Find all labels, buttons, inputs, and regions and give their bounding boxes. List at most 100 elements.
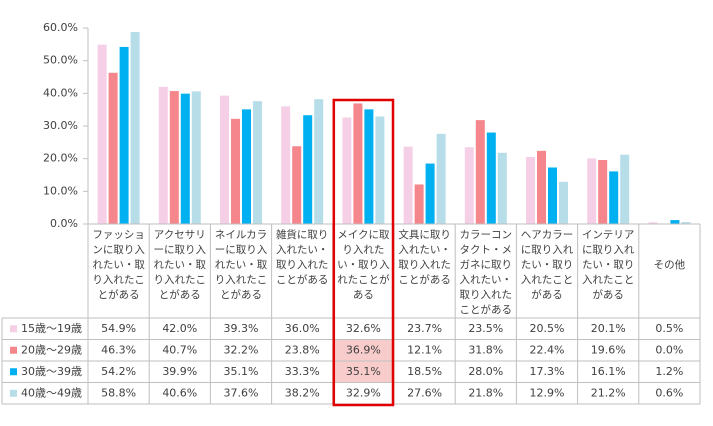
bar xyxy=(342,117,352,224)
category-cell: カラーコンタクト・メガネに取り入れたい・取り入れたことがある xyxy=(459,229,513,316)
bar xyxy=(497,152,507,224)
value-label: 12.9% xyxy=(530,386,565,399)
value-label: 38.2% xyxy=(285,386,320,399)
bar xyxy=(97,44,107,224)
x-tick-label: ヘアカラーに取り入れたい・取り入れたことがある xyxy=(520,229,574,301)
value-label: 16.1% xyxy=(591,365,626,378)
value-label: 18.5% xyxy=(407,365,442,378)
value-label: 1.2% xyxy=(655,365,683,378)
legend-label: 30歳～39歳 xyxy=(21,365,82,378)
value-label: 35.1% xyxy=(224,365,259,378)
bar xyxy=(620,154,630,224)
value-label: 35.1% xyxy=(346,365,381,378)
value-label: 54.9% xyxy=(101,322,136,335)
x-tick-label: インテリアに取り入れたい・取り入れたことがある xyxy=(581,229,635,301)
value-label: 0.6% xyxy=(655,386,683,399)
highlight-cell xyxy=(332,339,394,361)
x-tick-label: ネイルカラーに取り入れたい・取り入れたことがある xyxy=(214,229,268,301)
y-tick-label: 50.0% xyxy=(43,54,78,67)
category-cell: ファッションに取り入れたい・取り入れたことがある xyxy=(92,229,145,301)
y-tick-label: 40.0% xyxy=(43,86,78,99)
legend-swatch xyxy=(10,389,17,397)
bar xyxy=(220,95,229,225)
bar xyxy=(180,93,190,224)
category-cell: インテリアに取り入れたい・取り入れたことがある xyxy=(581,229,635,301)
bar xyxy=(598,159,608,224)
bar xyxy=(253,101,262,224)
legend-swatch xyxy=(10,325,17,333)
value-label: 23.8% xyxy=(285,343,320,356)
bar xyxy=(464,147,474,224)
x-tick-label: アクセサリーに取り入れたい・取り入れたことがある xyxy=(153,229,207,301)
highlight-cell xyxy=(332,361,394,383)
value-label: 12.1% xyxy=(407,343,442,356)
value-label: 40.7% xyxy=(162,343,197,356)
y-tick-label: 60.0% xyxy=(43,21,78,34)
bar xyxy=(587,158,597,224)
value-label: 22.4% xyxy=(530,343,565,356)
bar xyxy=(130,31,140,225)
y-tick-label: 0.0% xyxy=(50,217,78,230)
bar xyxy=(475,120,485,224)
bar xyxy=(559,181,568,224)
x-tick-label: 雑貨に取り入れたい・取り入れたことがある xyxy=(275,229,329,286)
category-cell: メイクに取り入れたい・取り入れたことがある xyxy=(337,229,390,301)
y-tick-label: 30.0% xyxy=(43,119,78,132)
value-label: 21.2% xyxy=(591,386,626,399)
bar xyxy=(375,116,385,224)
value-label: 23.5% xyxy=(468,322,503,335)
bar xyxy=(681,222,691,224)
value-label: 28.0% xyxy=(468,365,503,378)
value-label: 0.0% xyxy=(655,343,683,356)
value-label: 58.8% xyxy=(101,386,136,399)
bar xyxy=(548,167,557,224)
bar xyxy=(281,106,291,224)
category-cell: ネイルカラーに取り入れたい・取り入れたことがある xyxy=(214,229,268,301)
legend-swatch xyxy=(10,368,17,376)
value-label: 0.5% xyxy=(655,322,683,335)
bar xyxy=(414,184,424,224)
category-cell: 文具に取り入れたい・取り入れたことがある xyxy=(398,229,451,286)
value-label: 42.0% xyxy=(162,322,197,335)
bar xyxy=(364,109,374,224)
category-cell: 雑貨に取り入れたい・取り入れたことがある xyxy=(275,229,329,286)
y-tick-label: 20.0% xyxy=(43,152,78,165)
bar xyxy=(242,109,251,224)
value-label: 39.9% xyxy=(162,365,197,378)
bar xyxy=(537,150,546,224)
bar xyxy=(292,146,302,224)
bar xyxy=(169,91,179,225)
value-label: 36.0% xyxy=(285,322,320,335)
value-label: 27.6% xyxy=(407,386,442,399)
bar xyxy=(609,171,619,224)
value-label: 32.9% xyxy=(346,386,381,399)
category-cell: ヘアカラーに取り入れたい・取り入れたことがある xyxy=(520,229,574,301)
bar xyxy=(486,132,496,224)
bar xyxy=(648,222,658,224)
value-label: 33.3% xyxy=(285,365,320,378)
y-tick-label: 10.0% xyxy=(43,184,78,197)
value-label: 54.2% xyxy=(101,365,136,378)
value-label: 19.6% xyxy=(591,343,626,356)
bar xyxy=(403,146,413,224)
x-tick-label: ファッションに取り入れたい・取り入れたことがある xyxy=(92,229,145,301)
x-tick-label: 文具に取り入れたい・取り入れたことがある xyxy=(398,229,451,286)
value-label: 32.2% xyxy=(224,343,259,356)
bar xyxy=(314,99,324,224)
bar xyxy=(108,72,118,225)
bar xyxy=(425,163,435,224)
value-label: 39.3% xyxy=(224,322,259,335)
bar xyxy=(353,103,363,224)
value-label: 37.6% xyxy=(224,386,259,399)
bar xyxy=(119,46,129,224)
value-label: 20.1% xyxy=(591,322,626,335)
bar xyxy=(670,220,680,224)
value-label: 32.6% xyxy=(346,322,381,335)
x-tick-label: その他 xyxy=(653,259,686,271)
x-tick-label: カラーコンタクト・メガネに取り入れたい・取り入れたことがある xyxy=(459,229,513,316)
category-cell: アクセサリーに取り入れたい・取り入れたことがある xyxy=(153,229,207,301)
value-label: 20.5% xyxy=(530,322,565,335)
bar xyxy=(231,118,240,224)
value-label: 40.6% xyxy=(162,386,197,399)
